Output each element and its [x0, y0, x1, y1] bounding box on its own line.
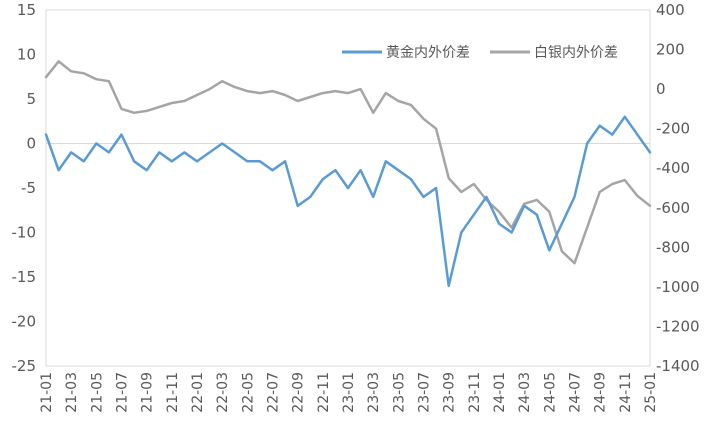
x-tick-label: 23-03	[366, 372, 382, 413]
x-tick-label: 21-03	[64, 372, 80, 413]
right-tick-label: -200	[656, 120, 690, 138]
plot-border	[45, 9, 651, 367]
left-tick-label: -5	[21, 179, 36, 197]
x-tick-label: 23-01	[341, 372, 357, 413]
right-tick-label: 200	[656, 41, 685, 59]
x-tick-label: 23-07	[417, 372, 433, 413]
legend: 黄金内外价差 白银内外价差	[342, 44, 618, 61]
x-tick-label: 21-11	[165, 372, 181, 413]
legend-label-silver: 白银内外价差	[534, 45, 618, 61]
left-tick-label: 10	[17, 46, 36, 64]
right-tick-label: -400	[656, 159, 690, 177]
left-tick-label: -20	[12, 313, 37, 331]
x-tick-label: 24-11	[618, 372, 634, 413]
x-tick-label: 24-03	[517, 372, 533, 413]
right-tick-label: 400	[656, 1, 685, 19]
x-tick-label: 24-07	[568, 372, 584, 413]
legend-label-gold: 黄金内外价差	[386, 44, 470, 61]
right-tick-label: -1200	[656, 317, 700, 335]
left-tick-label: -15	[12, 268, 37, 286]
x-tick-label: 22-07	[266, 372, 282, 413]
x-tick-label: 23-05	[391, 372, 407, 413]
x-tick-label: 24-09	[593, 372, 609, 413]
x-tick-label: 22-11	[316, 372, 332, 413]
x-tick-label: 22-03	[215, 372, 231, 413]
right-tick-label: -600	[656, 199, 690, 217]
right-axis-ticks: 400 200 0 -200 -400 -600 -800 -1000 -1200 -1400	[656, 1, 700, 375]
left-tick-label: 5	[26, 90, 36, 108]
left-axis-ticks: 15 10 5 0 -5 -10 -15 -20 -25	[12, 1, 37, 375]
x-tick-label: 21-07	[115, 372, 131, 413]
x-axis-ticks: 21-01 21-03 21-05 21-07 21-09 21-11 22-01 22-03…	[39, 372, 659, 413]
right-tick-label: 0	[656, 80, 666, 98]
x-tick-label: 21-01	[39, 372, 55, 413]
left-tick-label: -10	[12, 224, 37, 242]
x-tick-label: 22-01	[190, 372, 206, 413]
x-tick-label: 24-05	[542, 372, 558, 413]
right-tick-label: -1000	[656, 278, 700, 296]
right-tick-label: -800	[656, 238, 690, 256]
series-layer	[44, 60, 652, 288]
right-tick-label: -1400	[656, 357, 700, 375]
x-tick-label: 23-09	[442, 372, 458, 413]
left-tick-label: -25	[12, 357, 37, 375]
x-tick-label: 22-09	[291, 372, 307, 413]
x-tick-label: 21-05	[89, 372, 105, 413]
silver-spread-line	[44, 60, 652, 265]
x-tick-label: 23-11	[467, 372, 483, 413]
plot-area	[45, 9, 651, 367]
left-tick-label: 0	[26, 135, 36, 153]
x-tick-label: 25-01	[643, 372, 659, 413]
x-tick-label: 24-01	[492, 372, 508, 413]
left-tick-label: 15	[17, 1, 36, 19]
x-tick-label: 22-05	[240, 372, 256, 413]
gold-spread-line	[44, 115, 652, 288]
x-tick-label: 21-09	[140, 372, 156, 413]
